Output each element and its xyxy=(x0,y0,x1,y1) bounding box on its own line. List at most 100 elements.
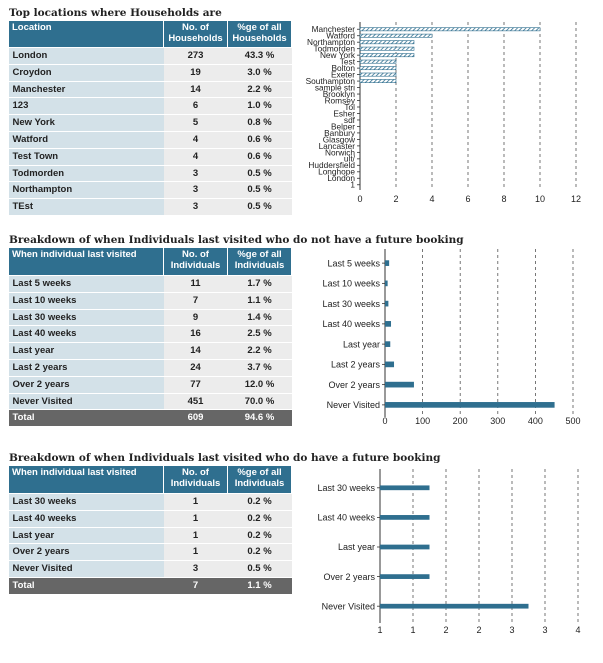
x-tick-label: 12 xyxy=(571,194,581,204)
row-label: London xyxy=(8,47,164,65)
row-count: 3 xyxy=(163,560,228,578)
row-percent: 0.8 % xyxy=(227,114,292,132)
x-tick-label: 3 xyxy=(509,625,514,635)
row-count: 6 xyxy=(163,97,228,116)
table-row: Over 2 years 77 12.0 % xyxy=(8,376,292,394)
row-label: TEst xyxy=(8,198,164,216)
category-label: Belper xyxy=(331,121,355,131)
row-label: Last 5 weeks xyxy=(8,275,164,293)
table-row: Last year 1 0.2 % xyxy=(8,527,292,545)
with-booking-bar-chart: 1 1 2 2 3 3 4 Last 30 weeks Last 40 weeks Last ye… xyxy=(317,469,581,635)
row-label: Last 30 weeks xyxy=(8,493,164,511)
row-percent: 70.0 % xyxy=(227,393,292,411)
row-count: 19 xyxy=(163,64,228,82)
category-label: Watford xyxy=(326,31,355,41)
category-label: Norwich xyxy=(325,147,355,157)
row-percent: 0.2 % xyxy=(227,510,292,528)
row-label: Watford xyxy=(8,131,164,149)
row-label: Manchester xyxy=(8,81,164,99)
row-count: 1 xyxy=(163,527,228,545)
x-tick-label: 0 xyxy=(357,194,362,204)
x-tick-label: 8 xyxy=(501,194,506,204)
row-percent: 0.2 % xyxy=(227,493,292,511)
row-label: Never Visited xyxy=(8,393,164,411)
column-header-location: Location xyxy=(8,20,164,48)
x-tick-label: 300 xyxy=(490,416,505,426)
category-label: Last 30 weeks xyxy=(322,299,380,309)
category-label: Brooklyn xyxy=(323,89,356,99)
row-label: Last 40 weeks xyxy=(8,510,164,528)
bar xyxy=(359,53,415,58)
category-label: Last 30 weeks xyxy=(317,483,375,493)
category-label: Southampton xyxy=(306,76,356,86)
row-label: Test Town xyxy=(8,148,164,166)
category-label: Tol xyxy=(344,102,355,112)
row-percent: 2.5 % xyxy=(227,325,292,344)
row-percent: 3.0 % xyxy=(227,64,292,82)
table-row: 123 6 1.0 % xyxy=(8,97,292,116)
row-count: 3 xyxy=(163,181,228,200)
bar xyxy=(385,260,390,266)
table-row: Last 40 weeks 1 0.2 % xyxy=(8,510,292,528)
x-tick-label: 1 xyxy=(410,625,415,635)
row-percent: 43.3 % xyxy=(227,47,292,65)
category-label: Never Visited xyxy=(322,601,375,611)
row-label: Croydon xyxy=(8,64,164,82)
bar xyxy=(359,72,397,77)
row-count: 24 xyxy=(163,359,228,377)
column-header-count: No. of Individuals xyxy=(163,247,228,276)
bar xyxy=(385,280,388,287)
table-row: Last 5 weeks 11 1.7 % xyxy=(8,275,292,293)
row-count: 3 xyxy=(163,165,228,183)
bar xyxy=(385,300,389,307)
total-percent: 1.1 % xyxy=(227,577,292,595)
row-percent: 1.7 % xyxy=(227,275,292,293)
with-booking-table: When individual last visited No. of Indi… xyxy=(8,465,292,595)
table-row: Over 2 years 1 0.2 % xyxy=(8,543,292,562)
x-tick-label: 10 xyxy=(535,194,545,204)
category-label: Last 10 weeks xyxy=(322,279,380,289)
bar xyxy=(380,574,430,579)
bar xyxy=(359,40,415,45)
row-count: 3 xyxy=(163,198,228,216)
table-row: New York 5 0.8 % xyxy=(8,114,292,132)
bar xyxy=(385,402,555,408)
category-label: Last year xyxy=(338,542,375,552)
category-label: Lancaster xyxy=(319,141,356,151)
table-row: London 273 43.3 % xyxy=(8,47,292,65)
bar xyxy=(380,544,430,550)
table-row: Last 10 weeks 7 1.1 % xyxy=(8,292,292,310)
category-label: ult/ xyxy=(344,154,356,164)
column-header-when: When individual last visited xyxy=(8,465,164,494)
category-label: sample stri xyxy=(315,82,355,92)
total-count: 7 xyxy=(163,577,228,595)
table-row: Test Town 4 0.6 % xyxy=(8,148,292,166)
x-tick-label: 4 xyxy=(575,625,580,635)
bar xyxy=(359,27,541,32)
bar xyxy=(385,381,414,388)
row-count: 5 xyxy=(163,114,228,132)
category-label: New York xyxy=(320,50,356,60)
table-row: Last 30 weeks 9 1.4 % xyxy=(8,309,292,327)
no-booking-section-title: Breakdown of when Individuals last visit… xyxy=(9,234,464,246)
row-percent: 3.7 % xyxy=(227,359,292,377)
row-count: 4 xyxy=(163,148,228,166)
row-percent: 0.6 % xyxy=(227,131,292,149)
bar xyxy=(359,46,415,51)
row-count: 16 xyxy=(163,325,228,344)
table-row: Todmorden 3 0.5 % xyxy=(8,165,292,183)
x-tick-label: 6 xyxy=(465,194,470,204)
bar xyxy=(380,485,430,491)
row-count: 9 xyxy=(163,309,228,327)
row-count: 273 xyxy=(163,47,228,65)
table-row: Northampton 3 0.5 % xyxy=(8,181,292,200)
x-tick-label: 2 xyxy=(393,194,398,204)
table-row: Manchester 14 2.2 % xyxy=(8,81,292,99)
no-booking-bar-chart: 0 100 200 300 400 500 Last 5 weeks Last 10 week… xyxy=(322,249,581,426)
row-count: 1 xyxy=(163,510,228,528)
row-label: Last 2 years xyxy=(8,359,164,377)
row-count: 451 xyxy=(163,393,228,411)
column-header-percent: %ge of all Households xyxy=(227,20,292,48)
row-label: Northampton xyxy=(8,181,164,200)
bar xyxy=(385,361,395,368)
